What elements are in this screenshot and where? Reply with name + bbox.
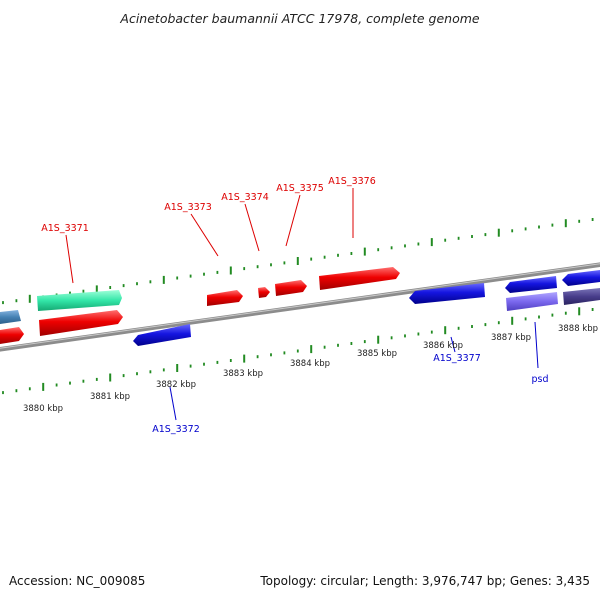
kbp-label: 3884 kbp bbox=[290, 359, 330, 369]
gene-arrow-a1s-3371-teal[interactable] bbox=[37, 290, 122, 311]
kbp-label: 3885 kbp bbox=[357, 349, 397, 359]
reverse-genes bbox=[133, 270, 600, 346]
kbp-label: 3881 kbp bbox=[90, 392, 130, 402]
gene-arrow-a1s-3374[interactable] bbox=[258, 287, 270, 298]
genome-backbone bbox=[0, 262, 600, 352]
gene-label[interactable]: psd bbox=[531, 374, 548, 385]
gene-label[interactable]: A1S_3377 bbox=[433, 353, 481, 364]
map-title: Acinetobacter baumannii ATCC 17978, comp… bbox=[119, 11, 479, 26]
gene-arrow-blue-right-2[interactable] bbox=[562, 270, 600, 286]
gene-label[interactable]: A1S_3374 bbox=[221, 192, 269, 203]
label-leaders bbox=[65, 188, 539, 421]
kbp-labels: 3880 kbp 3881 kbp 3882 kbp 3883 kbp 3884… bbox=[23, 324, 598, 414]
gene-arrow-navy[interactable] bbox=[563, 288, 600, 305]
gene-arrow-a1s-3373[interactable] bbox=[207, 290, 243, 306]
gene-label[interactable]: A1S_3376 bbox=[328, 176, 376, 187]
accession-text: Accession: NC_009085 bbox=[9, 574, 145, 588]
kbp-label: 3886 kbp bbox=[423, 341, 463, 351]
gene-arrow-a1s-3372[interactable] bbox=[133, 324, 191, 346]
gene-label[interactable]: A1S_3371 bbox=[41, 223, 89, 234]
gene-arrow-blue-mid[interactable] bbox=[409, 283, 485, 304]
gene-label[interactable]: A1S_3372 bbox=[152, 424, 200, 435]
kbp-label: 3880 kbp bbox=[23, 404, 63, 414]
gene-arrow-blue-right-1[interactable] bbox=[505, 276, 557, 293]
gene-arrow-red-lower[interactable] bbox=[39, 310, 123, 336]
forward-genes bbox=[0, 267, 400, 344]
gene-arrow-psd[interactable] bbox=[506, 292, 558, 311]
gene-arrow-a1s-3376[interactable] bbox=[319, 267, 400, 290]
gene-arrow-a1s-3375[interactable] bbox=[275, 280, 307, 296]
gene-arrow-small-red[interactable] bbox=[0, 327, 24, 344]
kbp-label: 3882 kbp bbox=[156, 380, 196, 390]
kbp-label: 3887 kbp bbox=[491, 333, 531, 343]
reverse-ruler bbox=[2, 307, 594, 395]
kbp-label: 3888 kbp bbox=[558, 324, 598, 334]
gene-labels: A1S_3371 A1S_3373 A1S_3374 A1S_3375 A1S_… bbox=[41, 176, 548, 435]
gene-arrow-steelblue[interactable] bbox=[0, 310, 21, 324]
gene-label[interactable]: A1S_3375 bbox=[276, 183, 324, 194]
gene-label[interactable]: A1S_3373 bbox=[164, 202, 212, 213]
kbp-label: 3883 kbp bbox=[223, 369, 263, 379]
genome-backbone-highlight bbox=[0, 263, 600, 349]
genome-summary-text: Topology: circular; Length: 3,976,747 bp… bbox=[259, 574, 590, 588]
